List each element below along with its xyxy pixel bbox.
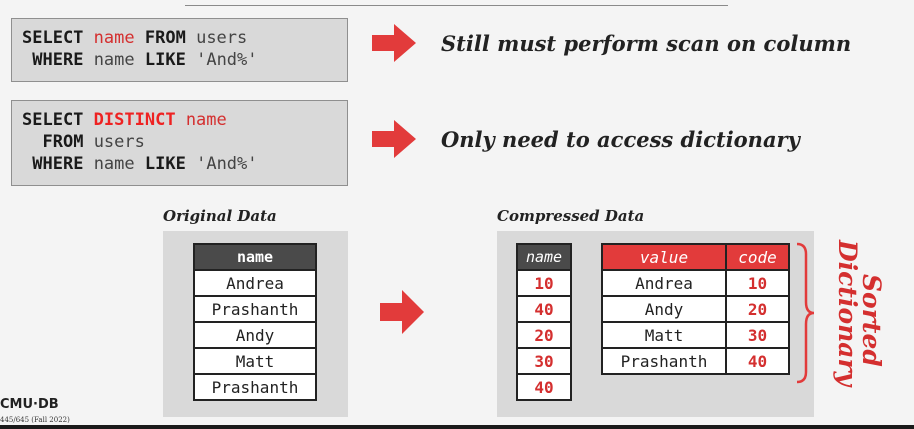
table-cell: Prashanth (193, 373, 317, 401)
column-header: code (725, 243, 790, 271)
curly-brace-icon (796, 242, 815, 384)
sql-column: name (93, 28, 135, 48)
top-divider (185, 5, 728, 6)
sql-keyword: SELECT (22, 28, 84, 48)
table-cell: 40 (516, 373, 572, 401)
sql-query-1: SELECT name FROM users WHERE name LIKE '… (11, 18, 348, 82)
column-header: name (516, 243, 572, 271)
right-arrow-icon (372, 24, 416, 62)
sql-table: users (93, 132, 145, 152)
table-cell: 20 (725, 295, 790, 323)
sql-pattern: 'And%' (196, 50, 258, 70)
table-cell: 10 (516, 269, 572, 297)
right-arrow-icon (372, 120, 416, 158)
note-dictionary: Only need to access dictionary (441, 127, 800, 152)
note-scan: Still must perform scan on column (441, 31, 852, 56)
table-cell: 40 (516, 295, 572, 323)
sql-keyword: WHERE (32, 50, 84, 70)
label-line-2: Dictionary (833, 240, 862, 387)
column-header: value (601, 243, 727, 271)
compressed-data-caption: Compressed Data (497, 207, 645, 225)
table-cell: Andy (193, 321, 317, 349)
table-cell: 20 (516, 321, 572, 349)
sql-keyword-distinct: DISTINCT (93, 110, 176, 130)
table-cell: Prashanth (601, 347, 727, 375)
sql-table: users (196, 28, 248, 48)
sql-keyword: FROM (144, 28, 186, 48)
sql-keyword: LIKE (144, 154, 186, 174)
column-header: name (193, 243, 317, 271)
sql-keyword: FROM (42, 132, 84, 152)
bottom-bar (0, 425, 914, 429)
original-data-table: name Andrea Prashanth Andy Matt Prashant… (193, 243, 317, 401)
sql-column: name (185, 110, 227, 130)
table-cell: 10 (725, 269, 790, 297)
cmu-db-logo: CMU·DB (0, 397, 59, 412)
table-cell: 30 (725, 321, 790, 349)
dictionary-table: value code Andrea 10 Andy 20 Matt 30 Prasha… (601, 243, 790, 375)
sql-keyword: SELECT (22, 110, 84, 130)
table-cell: Matt (601, 321, 727, 349)
sql-keyword: WHERE (32, 154, 84, 174)
encoded-column-table: name 10 40 20 30 40 (516, 243, 572, 401)
course-label: 445/645 (Fall 2022) (0, 416, 70, 424)
table-cell: Andrea (193, 269, 317, 297)
table-cell: Andy (601, 295, 727, 323)
sql-query-2: SELECT DISTINCT name FROM users WHERE na… (11, 100, 348, 186)
table-cell: Andrea (601, 269, 727, 297)
sql-keyword: LIKE (144, 50, 186, 70)
table-cell: Prashanth (193, 295, 317, 323)
sorted-dictionary-label: Sorted Dictionary (818, 236, 888, 396)
table-cell: 40 (725, 347, 790, 375)
sql-column: name (93, 154, 135, 174)
table-cell: Matt (193, 347, 317, 375)
original-data-caption: Original Data (163, 207, 277, 225)
sql-column: name (93, 50, 135, 70)
right-arrow-icon (380, 290, 424, 334)
table-cell: 30 (516, 347, 572, 375)
sql-pattern: 'And%' (196, 154, 258, 174)
